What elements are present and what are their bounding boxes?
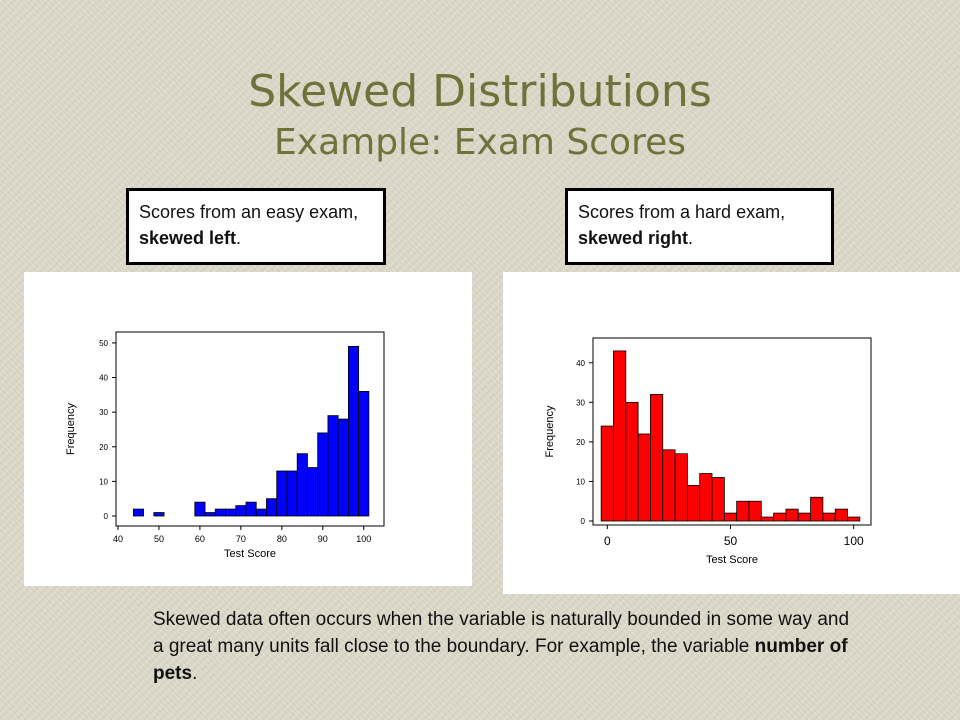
x-tick-label: 50 [154, 534, 164, 544]
x-tick-label: 100 [844, 534, 864, 548]
x-tick-label: 80 [277, 534, 287, 544]
slide-subtitle: Example: Exam Scores [274, 122, 686, 163]
y-tick-label: 40 [576, 359, 585, 368]
y-tick-label: 0 [581, 517, 586, 526]
hard-exam-callout: Scores from a hard exam, skewed right. [565, 188, 834, 265]
easy-exam-histogram: 0 10 20 30 40 50 40 50 60 70 80 90 100 Test Score Freq… [65, 331, 385, 560]
easy-exam-callout: Scores from an easy exam, skewed left. [126, 188, 386, 265]
histogram-bar [204, 512, 216, 517]
x-tick-label: 70 [236, 534, 246, 544]
histogram-bar [347, 345, 360, 517]
histogram-bar [637, 433, 651, 522]
histogram-bar [686, 484, 701, 522]
hard-exam-histogram-panel: 0 10 20 30 40 0 50 100 Test Score Frequency [503, 272, 960, 594]
histogram-bar [307, 467, 319, 517]
histogram-bar [276, 470, 288, 517]
histogram-bar [194, 501, 206, 517]
histogram-bar [723, 512, 738, 522]
histogram-bar [327, 415, 339, 517]
histogram-bar [337, 418, 349, 517]
explanation-text: Skewed data often occurs when the variab… [153, 606, 853, 687]
explanation-end: . [192, 663, 198, 684]
y-tick-label: 0 [104, 512, 109, 521]
y-tick-label: 10 [99, 477, 108, 486]
callout-text-end: . [236, 228, 242, 248]
histogram-bar [797, 512, 811, 522]
histogram-bar [650, 394, 664, 522]
y-tick-label: 40 [99, 374, 108, 383]
histogram-bar [674, 453, 688, 522]
histogram-bar [822, 512, 836, 522]
easy-exam-histogram-panel: 0 10 20 30 40 50 40 50 60 70 80 90 100 Test Score Freq… [24, 272, 472, 586]
histogram-bar [699, 473, 713, 522]
histogram-bar [613, 350, 627, 522]
callout-text-end: . [688, 228, 694, 248]
callout-text: Scores from an easy exam, [139, 202, 359, 222]
plot-frame [592, 337, 872, 526]
histogram-bar [266, 498, 278, 517]
histogram-bar [132, 508, 145, 517]
histogram-bar [317, 432, 329, 517]
histogram-bar [255, 508, 267, 517]
plot-frame [115, 331, 385, 527]
x-tick-label: 0 [604, 534, 611, 548]
y-axis-label: Frequency [65, 403, 77, 455]
x-tick-label: 60 [195, 534, 205, 544]
histogram-bar [225, 508, 237, 517]
x-tick-label: 50 [724, 534, 738, 548]
histogram-bar [736, 500, 750, 522]
x-tick-label: 40 [113, 534, 123, 544]
y-tick-label: 50 [99, 339, 108, 348]
explanation-body: Skewed data often occurs when the variab… [153, 609, 850, 657]
callout-emphasis: skewed left [139, 228, 237, 248]
x-tick-label: 100 [356, 534, 371, 544]
callout-text: Scores from a hard exam, [578, 202, 786, 222]
histogram-bar [773, 512, 787, 522]
histogram-bar [296, 453, 308, 517]
histogram-bar [153, 512, 165, 517]
histogram-bar [748, 500, 762, 522]
histogram-bar [358, 390, 370, 517]
histogram-bar [214, 508, 226, 517]
hard-exam-histogram: 0 10 20 30 40 0 50 100 Test Score Frequency [544, 337, 872, 566]
callout-emphasis: skewed right [578, 228, 689, 248]
histogram-bar [711, 477, 725, 522]
x-axis-label: Test Score [224, 548, 276, 560]
histogram-bar [662, 449, 676, 522]
histogram-bar [785, 508, 799, 522]
slide-title: Skewed Distributions [248, 66, 712, 117]
histogram-bar [235, 505, 247, 517]
histogram-bar [286, 470, 298, 517]
histogram-bar [760, 516, 775, 522]
y-tick-label: 20 [99, 443, 108, 452]
histogram-bar [600, 425, 614, 522]
y-tick-label: 20 [576, 438, 585, 447]
x-axis-label: Test Score [706, 554, 758, 566]
histogram-bar [625, 401, 639, 522]
y-tick-label: 10 [576, 477, 585, 486]
x-tick-label: 90 [318, 534, 328, 544]
explanation-emphasis: number of pets [153, 636, 848, 684]
histogram-bar [834, 508, 848, 522]
histogram-bar [245, 501, 257, 517]
y-tick-label: 30 [99, 408, 108, 417]
y-axis-label: Frequency [544, 405, 556, 457]
histogram-bar [847, 516, 861, 522]
y-tick-label: 30 [576, 398, 585, 407]
histogram-bar [810, 496, 824, 522]
